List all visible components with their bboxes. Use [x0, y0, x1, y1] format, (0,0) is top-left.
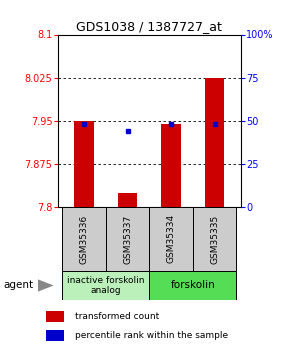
Bar	[46, 330, 64, 341]
Bar	[106, 207, 149, 271]
Bar	[118, 193, 137, 207]
Text: transformed count: transformed count	[75, 312, 159, 321]
Text: forskolin: forskolin	[171, 280, 215, 290]
Title: GDS1038 / 1387727_at: GDS1038 / 1387727_at	[76, 20, 222, 33]
Text: GSM35334: GSM35334	[166, 214, 176, 264]
Bar	[149, 271, 236, 300]
Text: GSM35335: GSM35335	[210, 214, 219, 264]
Bar	[62, 271, 149, 300]
Bar	[193, 207, 236, 271]
Bar	[46, 311, 64, 322]
Text: agent: agent	[3, 280, 33, 290]
Text: GSM35337: GSM35337	[123, 214, 132, 264]
Bar	[74, 121, 94, 207]
Text: inactive forskolin
analog: inactive forskolin analog	[67, 276, 145, 295]
Bar	[62, 207, 106, 271]
Bar	[149, 207, 193, 271]
Text: percentile rank within the sample: percentile rank within the sample	[75, 331, 228, 340]
Polygon shape	[38, 279, 54, 292]
Bar	[205, 78, 224, 207]
Text: GSM35336: GSM35336	[79, 214, 89, 264]
Bar	[161, 124, 181, 207]
